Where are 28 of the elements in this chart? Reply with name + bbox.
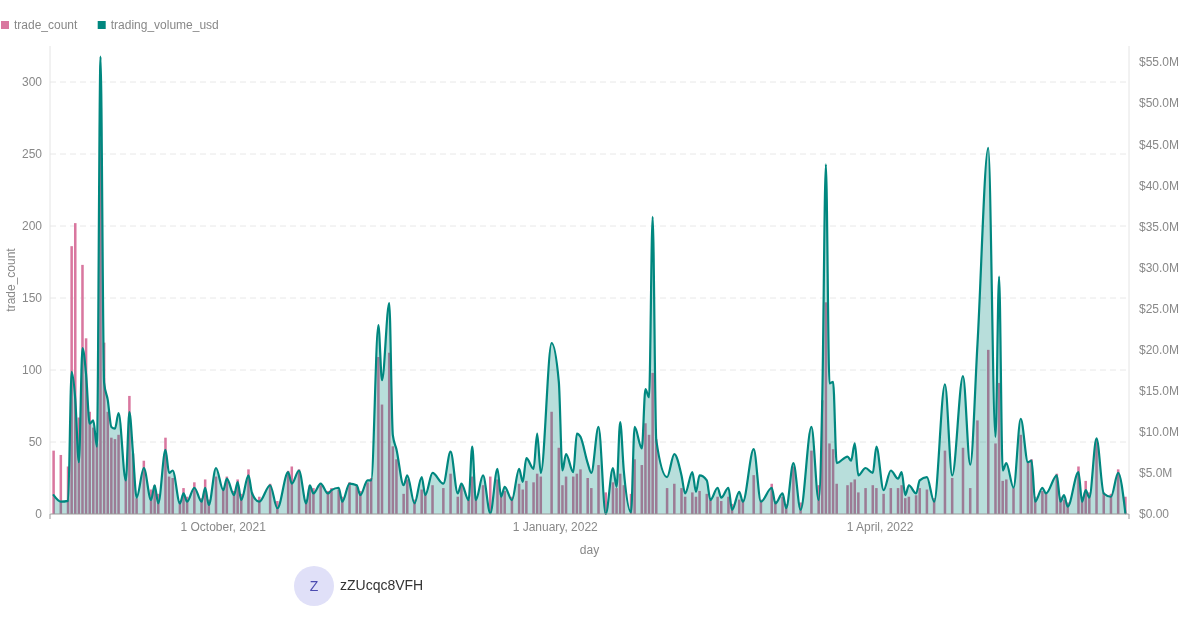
legend-label: trade_count [14, 18, 79, 32]
y2-tick-label: $35.0M [1139, 219, 1180, 234]
avatar-icon: Z [294, 566, 334, 606]
y-axis-title: trade_count [4, 247, 18, 312]
y2-tick-label: $40.0M [1139, 178, 1180, 193]
x-tick-label: 1 January, 2022 [512, 520, 599, 534]
text: zZUcqc8VFH [340, 577, 424, 593]
x-axis-title: day [579, 543, 600, 557]
y2-tick-label: $30.0M [1139, 260, 1180, 275]
y2-tick-label: $5.0M [1139, 465, 1173, 480]
y-tick-label: 50 [28, 435, 43, 449]
y-tick-label: 300 [21, 75, 43, 89]
y-tick-label: 100 [21, 363, 43, 377]
y2-tick-label: $25.0M [1139, 301, 1180, 316]
y2-tick-label: $50.0M [1139, 96, 1180, 111]
y2-tick-label: $10.0M [1139, 424, 1180, 439]
x-tick-label: 1 October, 2021 [180, 520, 267, 534]
y-tick-label: 150 [21, 291, 43, 305]
y2-tick-label: $15.0M [1139, 383, 1180, 398]
y-tick-label: 200 [21, 219, 43, 233]
legend-label: trading_volume_usd [110, 18, 219, 32]
y2-tick-label: $0.00 [1139, 507, 1170, 521]
y2-tick-label: $45.0M [1139, 137, 1180, 152]
y2-tick-label: $20.0M [1139, 342, 1180, 357]
y2-tick-label: $55.0M [1139, 55, 1180, 70]
y-tick-label: 250 [21, 147, 43, 161]
y-tick-label: 0 [35, 507, 43, 521]
x-tick-label: 1 April, 2022 [846, 520, 914, 534]
